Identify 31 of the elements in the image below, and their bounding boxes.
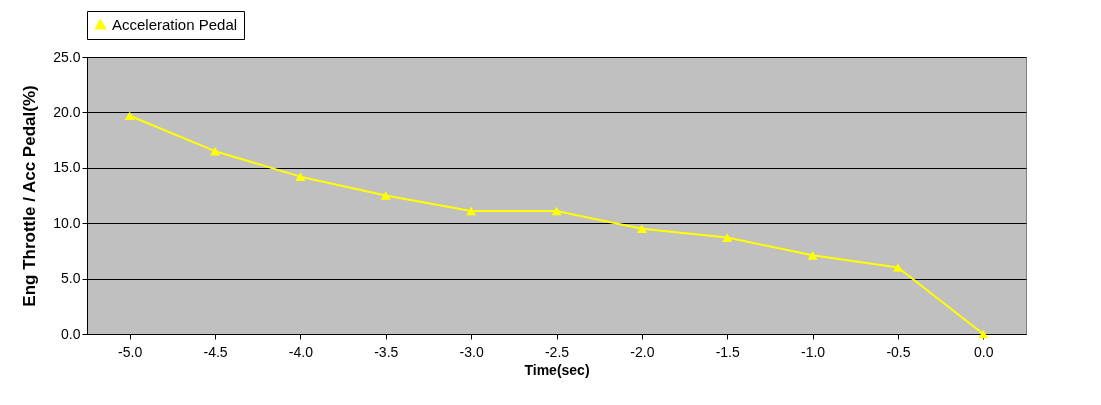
point (210, 146, 221, 156)
point (892, 263, 903, 272)
legend-label: Acceleration Pedal (112, 15, 238, 33)
x-tick-label: -1.0 (801, 343, 826, 360)
point (551, 206, 562, 216)
point (807, 251, 818, 260)
y-tick-label: 20.0 (53, 103, 81, 120)
x-axis-title: Time(sec) (524, 361, 590, 378)
x-tick-label: -2.0 (630, 343, 655, 360)
y-tick-label: 5.0 (61, 270, 81, 287)
x-tick-label: -3.0 (459, 343, 484, 360)
x-tick-label: -4.5 (203, 343, 228, 360)
point (124, 111, 135, 121)
point (722, 233, 733, 242)
y-axis-title: Eng Throttle / Acc Pedal(%) (20, 85, 40, 307)
y-tick-label: 10.0 (53, 214, 81, 231)
point (978, 329, 989, 339)
x-tick-label: -1.5 (715, 343, 740, 360)
x-tick-label: 0.0 (974, 343, 994, 360)
y-tick-label: 15.0 (53, 159, 81, 176)
point (466, 206, 477, 216)
point (295, 172, 306, 181)
y-tick-label: 0.0 (61, 325, 81, 342)
x-tick-label: -5.0 (118, 343, 143, 360)
x-tick-label: -2.5 (544, 343, 570, 360)
point (380, 191, 391, 200)
x-tick-label: -4.0 (288, 343, 314, 360)
x-tick-label: -3.5 (374, 343, 399, 360)
y-tick-label: 25.0 (53, 48, 81, 65)
point (636, 224, 647, 234)
x-tick-label: -0.5 (886, 343, 911, 360)
